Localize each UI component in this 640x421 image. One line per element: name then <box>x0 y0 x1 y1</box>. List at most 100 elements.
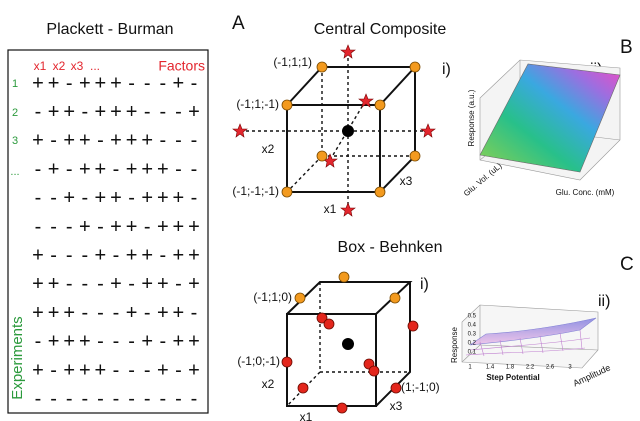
sign: - <box>128 388 135 410</box>
sign: + <box>79 130 91 152</box>
sign: - <box>175 273 182 295</box>
factor-header: x3 <box>71 59 84 73</box>
sign: - <box>191 130 198 152</box>
sign: - <box>159 72 166 94</box>
sign: - <box>175 101 182 123</box>
sign: + <box>95 72 107 94</box>
sign: - <box>128 72 135 94</box>
sign: - <box>159 130 166 152</box>
sign: + <box>126 130 138 152</box>
sign: + <box>188 331 200 353</box>
sign: + <box>173 331 185 353</box>
sign: - <box>144 216 151 238</box>
sign: - <box>175 388 182 410</box>
sign: + <box>173 244 185 266</box>
axis-label: x2 <box>262 377 275 391</box>
sign: + <box>63 331 75 353</box>
factors-label: Factors <box>158 58 205 74</box>
x-tick-label: 2.2 <box>526 365 535 371</box>
sign: + <box>32 244 44 266</box>
pb-title: Plackett - Burman <box>46 21 173 38</box>
axis-label: x2 <box>262 142 275 156</box>
sign: - <box>97 388 104 410</box>
sign: - <box>113 158 120 180</box>
sign: - <box>50 130 57 152</box>
sign: - <box>113 331 120 353</box>
axis-label: x3 <box>390 399 403 413</box>
sign: + <box>32 359 44 381</box>
sign: + <box>173 72 185 94</box>
sign: + <box>126 216 138 238</box>
sub-label: i) <box>420 276 429 293</box>
sign: + <box>95 101 107 123</box>
sign: - <box>159 101 166 123</box>
sign: - <box>113 359 120 381</box>
row-label: 3 <box>12 135 18 147</box>
vertex-label: (-1;1;1) <box>273 55 312 69</box>
sign: + <box>141 130 153 152</box>
sign: - <box>50 388 57 410</box>
sign: + <box>110 187 122 209</box>
sign: - <box>66 158 73 180</box>
vertex-label: (-1;1;0) <box>253 290 292 304</box>
sign: + <box>188 273 200 295</box>
x-tick-label: 1.8 <box>506 365 515 371</box>
sign: + <box>157 158 169 180</box>
sign: - <box>81 101 88 123</box>
sign: + <box>141 158 153 180</box>
sign: + <box>126 302 138 324</box>
vertex-label: (-1;0;-1) <box>237 354 280 368</box>
sign: - <box>66 72 73 94</box>
surface-plot-b <box>479 59 621 181</box>
row-label: 1 <box>12 78 18 90</box>
sign: - <box>50 244 57 266</box>
cc-cube <box>232 44 436 217</box>
x-tick-label: 1.4 <box>486 365 495 371</box>
sign: + <box>157 187 169 209</box>
axis-label: x1 <box>300 410 313 421</box>
sign: - <box>144 101 151 123</box>
sign: - <box>175 130 182 152</box>
sign: + <box>63 302 75 324</box>
row-label: 2 <box>12 107 18 119</box>
sign: + <box>157 359 169 381</box>
factor-header: x2 <box>53 59 66 73</box>
sign: - <box>66 273 73 295</box>
x-tick-label: 1 <box>468 365 472 371</box>
sign: - <box>50 359 57 381</box>
sign: - <box>159 244 166 266</box>
z-tick-label: 0.4 <box>468 323 477 329</box>
sign: + <box>173 187 185 209</box>
sign: + <box>32 273 44 295</box>
vertex-label: (1;-1;0) <box>401 380 440 394</box>
sign: - <box>191 187 198 209</box>
sub-label: i) <box>442 61 451 78</box>
sign: + <box>188 101 200 123</box>
sign: + <box>48 158 60 180</box>
sign: + <box>79 158 91 180</box>
surface-plot-c <box>461 304 599 369</box>
sign: - <box>128 187 135 209</box>
z-ticks: 0.5 0.4 0.3 0.2 0.1 <box>468 314 477 356</box>
sign: + <box>95 244 107 266</box>
sign: - <box>175 359 182 381</box>
x-ticks: 1 1.4 1.8 2.2 2.6 3 <box>468 365 572 371</box>
sign: - <box>81 273 88 295</box>
sign: - <box>128 273 135 295</box>
x-tick-label: 2.6 <box>546 365 555 371</box>
sign: + <box>188 216 200 238</box>
sign: - <box>159 388 166 410</box>
sign: + <box>48 101 60 123</box>
sign: - <box>81 187 88 209</box>
sign: - <box>175 158 182 180</box>
sign: + <box>63 359 75 381</box>
sign: - <box>81 244 88 266</box>
sign: + <box>79 331 91 353</box>
experiments-label: Experiments <box>9 316 26 399</box>
x-label: Glu. Vol. (uL) <box>462 161 504 198</box>
sign: - <box>35 187 42 209</box>
sign: - <box>128 359 135 381</box>
sign: - <box>35 216 42 238</box>
sign: - <box>113 388 120 410</box>
y-label: Glu. Conc. (mM) <box>556 188 615 197</box>
